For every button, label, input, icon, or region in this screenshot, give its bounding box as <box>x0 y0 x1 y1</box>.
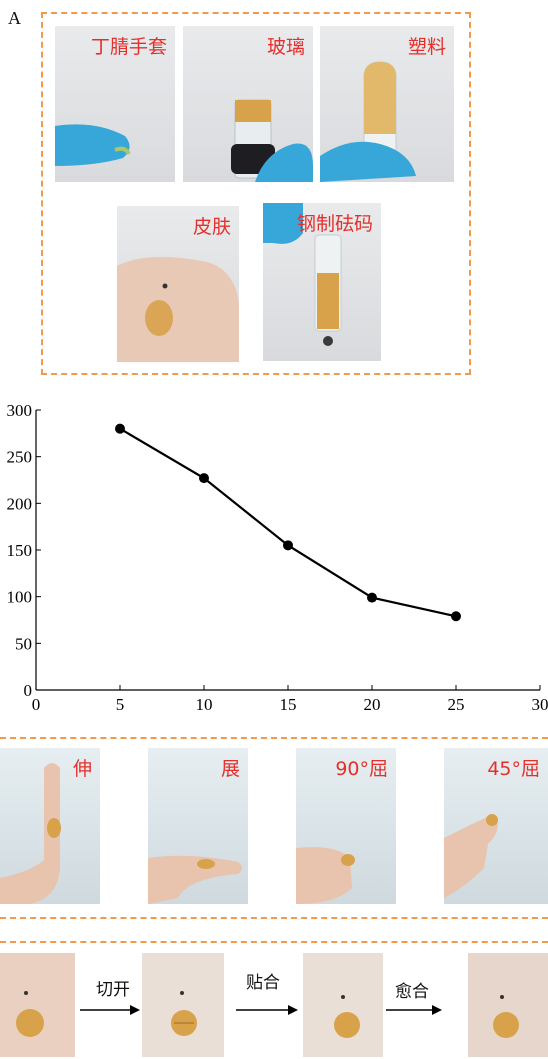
panel-d-top-divider <box>0 941 548 943</box>
steel-weight-illustration <box>263 203 342 346</box>
y-tick-label: 150 <box>7 541 33 560</box>
photo-step-original <box>0 953 75 1057</box>
panel-a-frame <box>41 12 471 375</box>
step-label-heal: 愈合 <box>395 982 429 1002</box>
x-tick-label: 0 <box>32 695 41 714</box>
label-bend-45: 45°屈 <box>487 758 540 780</box>
weight-line-chart: 050100150200250300051015202530砝码克重（m/g） <box>7 401 548 714</box>
photo-plastic: 塑料 <box>320 26 454 182</box>
x-tick-label: 20 <box>364 695 381 714</box>
panel-c-bottom-divider <box>0 917 548 919</box>
finger-stretch-illustration <box>0 763 61 904</box>
finger-bend-90-illustration <box>296 847 355 904</box>
photo-stretch: 伸 <box>0 748 100 904</box>
series-line <box>119 427 457 618</box>
arrow-cut-icon <box>80 1005 140 1015</box>
wound-healed-illustration <box>468 953 548 1057</box>
data-point <box>115 423 125 434</box>
panel-c-top-divider <box>0 737 548 739</box>
wound-cut-illustration <box>142 953 224 1057</box>
x-tick-label: 15 <box>280 695 297 714</box>
panel-letter-a: A <box>8 8 21 28</box>
label-stretch: 伸 <box>72 758 92 780</box>
data-point <box>367 592 377 603</box>
photo-step-healed <box>468 953 548 1057</box>
x-tick-label: 30 <box>532 695 548 714</box>
x-tick-label: 10 <box>196 695 213 714</box>
photo-step-cut <box>142 953 224 1057</box>
arrow-attach-icon <box>236 1005 298 1015</box>
finger-extend-illustration <box>148 855 242 904</box>
y-tick-label: 0 <box>24 681 33 700</box>
label-glass: 玻璃 <box>266 36 305 58</box>
wound-attach-illustration <box>303 953 383 1057</box>
hand-skin-illustration <box>117 256 239 362</box>
y-tick-label: 250 <box>7 448 33 467</box>
label-nitrile-glove: 丁腈手套 <box>90 36 167 58</box>
finger-bend-45-illustration <box>444 814 498 898</box>
photo-skin: 皮肤 <box>117 206 239 362</box>
photo-extend: 展 <box>148 748 248 904</box>
y-tick-label: 50 <box>15 634 32 653</box>
step-label-cut: 切开 <box>96 980 130 1000</box>
wound-original-illustration <box>0 953 75 1057</box>
photo-nitrile-glove: 丁腈手套 <box>55 26 175 182</box>
photo-glass: 玻璃 <box>183 26 313 182</box>
y-tick-label: 200 <box>7 494 33 513</box>
y-tick-label: 300 <box>7 401 33 420</box>
y-tick-label: 100 <box>7 588 33 607</box>
step-label-attach: 贴合 <box>246 973 280 993</box>
glove-finger-illustration <box>55 124 131 166</box>
label-bend-90: 90°屈 <box>335 758 388 780</box>
data-point <box>199 473 209 484</box>
x-tick-label: 25 <box>448 695 465 714</box>
photo-steel-weight: 钢制砝码 <box>263 203 381 361</box>
label-skin: 皮肤 <box>192 216 231 238</box>
photo-bend-45: 45°屈 <box>444 748 548 904</box>
photo-bend-90: 90°屈 <box>296 748 396 904</box>
data-point <box>283 540 293 551</box>
x-tick-label: 5 <box>116 695 125 714</box>
plastic-tube-illustration <box>320 61 416 182</box>
arrow-heal-icon <box>386 1005 442 1015</box>
glass-vial-illustration <box>231 99 313 182</box>
data-point <box>451 611 461 622</box>
label-extend: 展 <box>220 758 240 780</box>
label-steel-weight: 钢制砝码 <box>296 213 373 235</box>
photo-step-attach <box>303 953 383 1057</box>
label-plastic: 塑料 <box>407 36 446 58</box>
